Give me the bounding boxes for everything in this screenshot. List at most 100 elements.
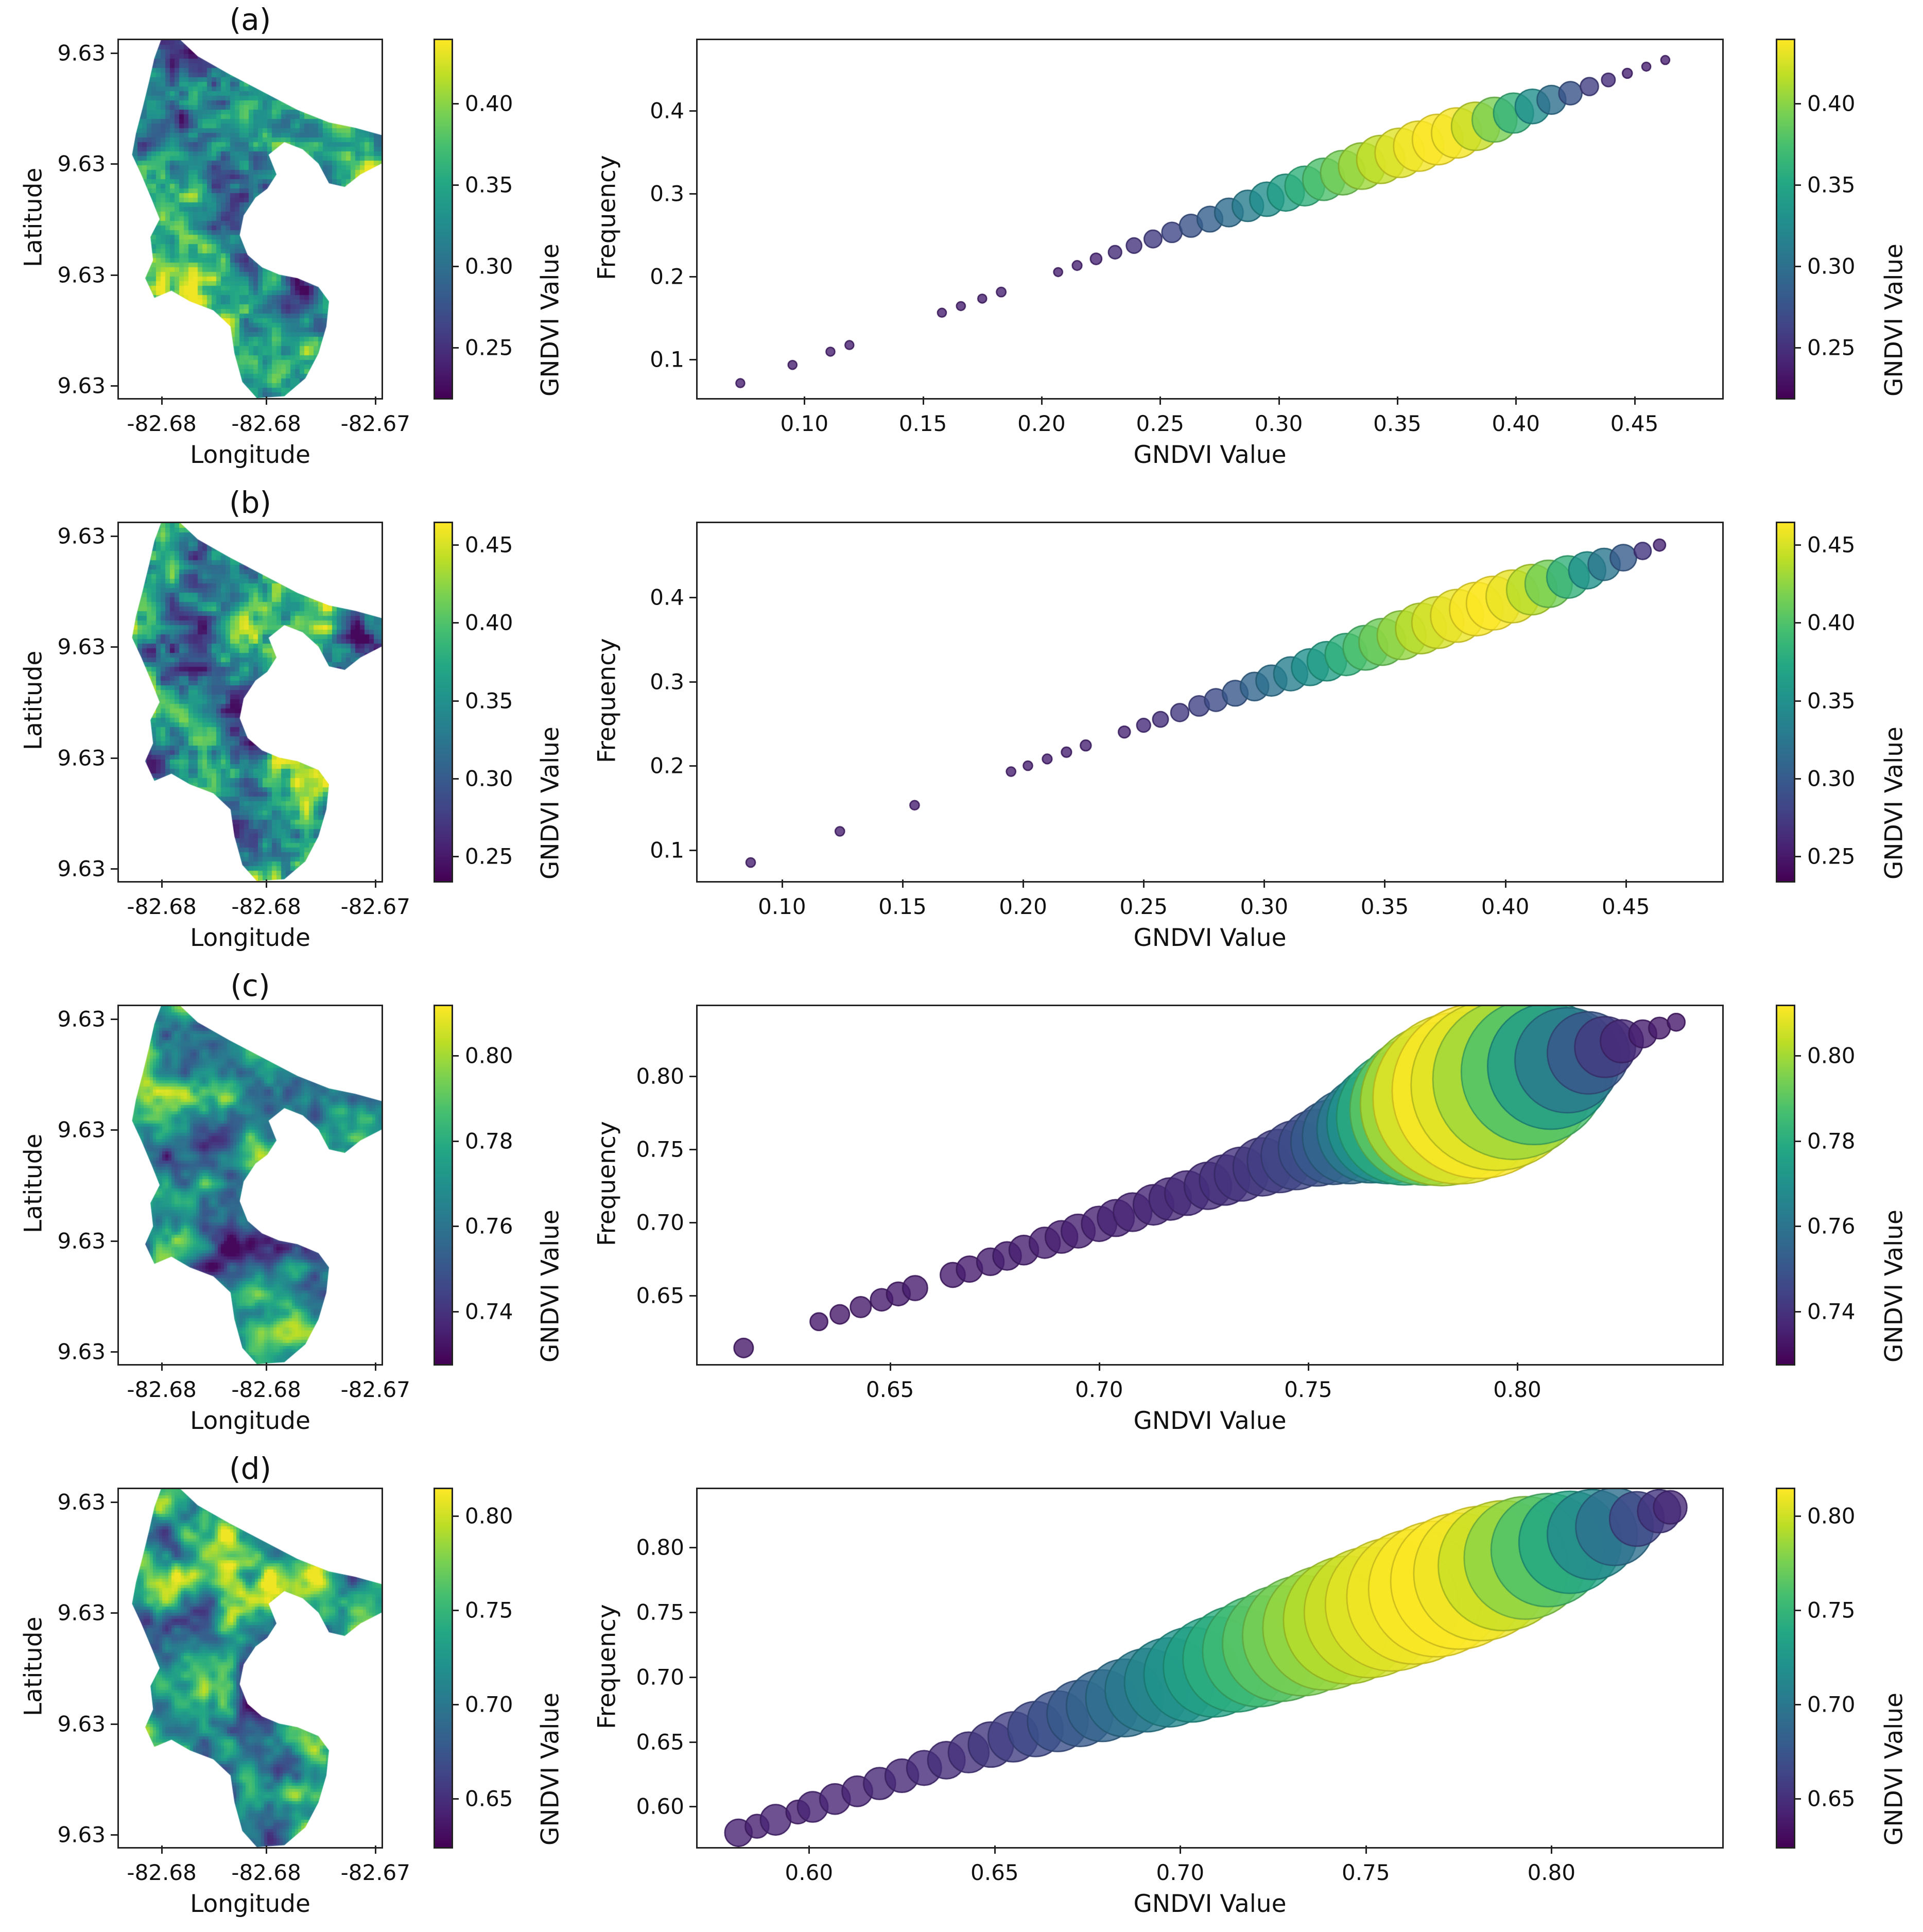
map-y-tick-label: 9.63 bbox=[57, 745, 106, 771]
scatter-colorbar-canvas bbox=[1777, 1489, 1794, 1847]
scatter-x-axis-label: GNDVI Value bbox=[1133, 1890, 1287, 1918]
frequency-scatter-plot bbox=[696, 522, 1724, 883]
map-x-axis-label: Longitude bbox=[190, 1407, 310, 1435]
map-x-tick bbox=[266, 1362, 268, 1371]
map-colorbar-label: GNDVI Value bbox=[536, 244, 565, 396]
scatter-x-tick bbox=[902, 879, 904, 888]
map-colorbar-label: GNDVI Value bbox=[536, 1693, 565, 1845]
scatter-x-tick-label: 0.20 bbox=[999, 894, 1047, 919]
scatter-x-tick-label: 0.70 bbox=[1156, 1860, 1205, 1885]
map-colorbar-tick-label: 0.30 bbox=[465, 253, 513, 279]
map-x-tick-label: -82.68 bbox=[231, 1860, 301, 1885]
scatter-colorbar-tick-label: 0.35 bbox=[1807, 688, 1856, 713]
scatter-x-tick-label: 0.25 bbox=[1119, 894, 1168, 919]
map-y-tick-label: 9.63 bbox=[57, 856, 106, 882]
map-y-tick bbox=[111, 385, 119, 387]
scatter-x-tick bbox=[808, 1845, 810, 1854]
map-colorbar-tick-label: 0.25 bbox=[465, 843, 513, 869]
map-y-tick-label: 9.63 bbox=[57, 1711, 106, 1737]
scatter-colorbar-tick bbox=[1794, 622, 1801, 624]
scatter-y-tick-label: 0.75 bbox=[636, 1599, 684, 1625]
scatter-colorbar-tick bbox=[1794, 700, 1801, 702]
scatter-colorbar-tick bbox=[1794, 855, 1801, 857]
map-colorbar-tick bbox=[452, 1515, 459, 1517]
map-colorbar-tick bbox=[452, 1609, 459, 1611]
frequency-scatter-canvas bbox=[698, 523, 1722, 881]
map-colorbar bbox=[434, 1005, 453, 1366]
map-y-tick-label: 9.63 bbox=[57, 1339, 106, 1365]
scatter-colorbar-tick bbox=[1794, 1226, 1801, 1228]
map-y-tick bbox=[111, 757, 119, 759]
map-x-tick bbox=[161, 1845, 163, 1854]
map-colorbar-tick bbox=[452, 855, 459, 857]
frequency-scatter-canvas bbox=[698, 1489, 1722, 1847]
scatter-x-tick-label: 0.10 bbox=[780, 411, 829, 436]
map-y-tick bbox=[111, 646, 119, 648]
map-x-tick-label: -82.68 bbox=[231, 411, 301, 436]
scatter-colorbar bbox=[1776, 1488, 1795, 1849]
scatter-x-tick bbox=[1551, 1845, 1553, 1854]
scatter-x-tick bbox=[994, 1845, 996, 1854]
figure-row-3: (d) Latitude Longitude GNDVI Value Frequ… bbox=[0, 1449, 1923, 1932]
frequency-scatter-plot bbox=[696, 1005, 1724, 1366]
map-colorbar-tick bbox=[452, 1798, 459, 1800]
scatter-y-tick-label: 0.2 bbox=[650, 753, 684, 779]
gndvi-map-canvas bbox=[119, 523, 382, 881]
map-y-tick bbox=[111, 163, 119, 165]
scatter-x-tick bbox=[1098, 1362, 1100, 1371]
scatter-colorbar-tick-label: 0.76 bbox=[1807, 1213, 1856, 1239]
scatter-y-tick bbox=[689, 1741, 698, 1743]
map-x-tick bbox=[161, 879, 163, 888]
map-y-tick-label: 9.63 bbox=[57, 1489, 106, 1515]
scatter-x-tick bbox=[889, 1362, 891, 1371]
map-x-tick bbox=[266, 1845, 268, 1854]
map-colorbar-canvas bbox=[435, 40, 452, 398]
scatter-y-tick bbox=[689, 275, 698, 278]
map-colorbar-tick-label: 0.78 bbox=[465, 1128, 513, 1154]
scatter-y-tick-label: 0.80 bbox=[636, 1063, 684, 1089]
scatter-colorbar-tick bbox=[1794, 1310, 1801, 1313]
map-colorbar-tick bbox=[452, 778, 459, 780]
map-colorbar-tick bbox=[452, 347, 459, 349]
scatter-x-tick-label: 0.35 bbox=[1373, 411, 1422, 436]
scatter-x-tick-label: 0.45 bbox=[1610, 411, 1659, 436]
scatter-y-tick-label: 0.75 bbox=[636, 1136, 684, 1162]
map-y-tick-label: 9.63 bbox=[57, 373, 106, 399]
map-colorbar-tick bbox=[452, 1226, 459, 1228]
scatter-x-tick-label: 0.15 bbox=[898, 411, 947, 436]
scatter-y-tick-label: 0.4 bbox=[650, 98, 684, 124]
map-x-tick bbox=[375, 1845, 377, 1854]
map-y-tick bbox=[111, 1501, 119, 1503]
scatter-y-tick bbox=[689, 1611, 698, 1613]
scatter-colorbar bbox=[1776, 522, 1795, 883]
map-x-tick-label: -82.68 bbox=[231, 894, 301, 919]
map-y-axis-label: Latitude bbox=[19, 1616, 48, 1717]
scatter-x-tick bbox=[1396, 396, 1398, 405]
scatter-y-tick bbox=[689, 681, 698, 683]
scatter-x-tick bbox=[1278, 396, 1280, 405]
scatter-x-tick-label: 0.40 bbox=[1492, 411, 1540, 436]
scatter-x-tick-label: 0.80 bbox=[1527, 1860, 1576, 1885]
scatter-y-tick bbox=[689, 193, 698, 195]
map-colorbar-canvas bbox=[435, 523, 452, 881]
scatter-y-axis-label: Frequency bbox=[593, 1121, 621, 1246]
scatter-colorbar-tick bbox=[1794, 544, 1801, 546]
map-y-tick bbox=[111, 1240, 119, 1242]
scatter-colorbar-label: GNDVI Value bbox=[1880, 1210, 1909, 1362]
scatter-colorbar-tick bbox=[1794, 347, 1801, 349]
scatter-x-tick bbox=[1263, 879, 1266, 888]
map-x-tick-label: -82.67 bbox=[340, 894, 410, 919]
map-colorbar-tick-label: 0.80 bbox=[465, 1503, 513, 1529]
scatter-x-tick bbox=[922, 396, 924, 405]
map-x-tick bbox=[266, 879, 268, 888]
gndvi-map-canvas bbox=[119, 1489, 382, 1847]
scatter-y-tick bbox=[689, 1148, 698, 1150]
map-y-tick bbox=[111, 1612, 119, 1614]
map-y-tick bbox=[111, 1723, 119, 1725]
gndvi-map-canvas bbox=[119, 40, 382, 398]
scatter-colorbar-label: GNDVI Value bbox=[1880, 244, 1909, 396]
map-x-tick bbox=[375, 879, 377, 888]
scatter-x-tick bbox=[1365, 1845, 1367, 1854]
scatter-y-tick bbox=[689, 1806, 698, 1808]
